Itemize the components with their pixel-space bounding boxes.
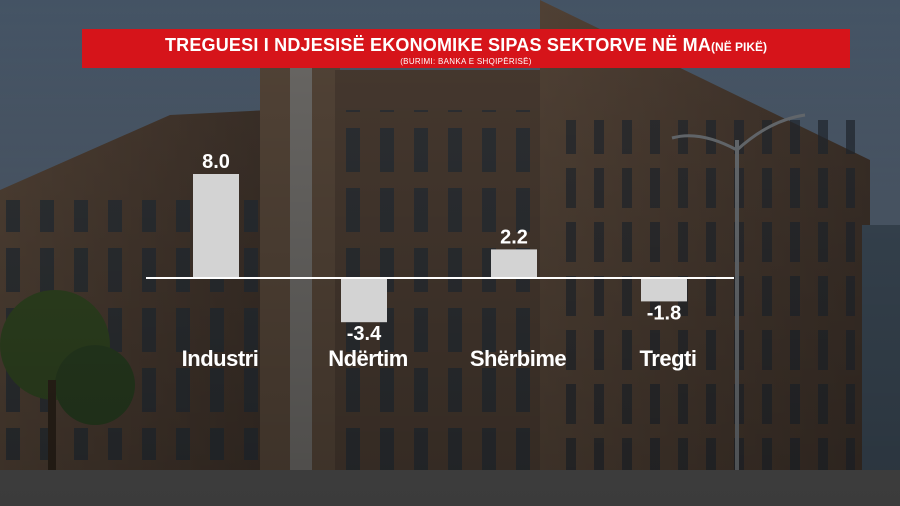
chart-title: TREGUESI I NDJESISË EKONOMIKE SIPAS SEKT…	[164, 35, 712, 55]
bar-tregti	[641, 278, 687, 302]
category-label-nd-rtim: Ndërtim	[328, 346, 408, 371]
category-label-industri: Industri	[182, 346, 259, 371]
bar-industri	[193, 174, 239, 278]
chart-source: (BURIMI: BANKA E SHQIPËRISË)	[400, 57, 532, 66]
bar-nd-rtim	[341, 278, 387, 323]
category-label-sh-rbime: Shërbime	[470, 346, 567, 371]
chart-unit: (NË PIKË)	[711, 40, 768, 54]
category-label-tregti: Tregti	[640, 346, 697, 371]
value-label-tregti: -1.8	[647, 302, 681, 324]
value-label-industri: 8.0	[202, 151, 230, 173]
title-banner: TREGUESI I NDJESISË EKONOMIKE SIPAS SEKT…	[82, 29, 850, 68]
title-line: TREGUESI I NDJESISË EKONOMIKE SIPAS SEKT…	[82, 35, 850, 57]
bars-group	[193, 174, 687, 323]
value-label-sh-rbime: 2.2	[500, 226, 528, 248]
bar-sh-rbime	[491, 249, 537, 278]
value-label-nd-rtim: -3.4	[347, 323, 382, 345]
